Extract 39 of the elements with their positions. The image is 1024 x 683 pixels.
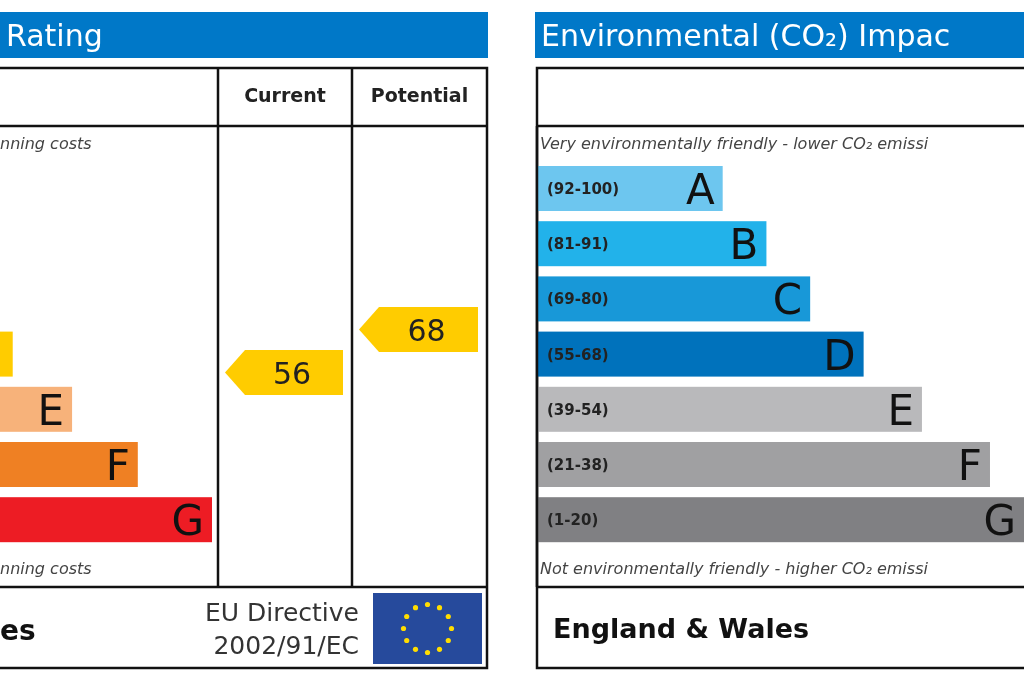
annotation: (1-20) <box>547 511 599 530</box>
annotation: (92-100) <box>547 180 620 198</box>
annotation: Not environmentally friendly - higher CO₂ emissi <box>540 559 929 578</box>
y-tick-label: E <box>37 385 65 435</box>
y-tick-label: G <box>171 496 204 546</box>
text: EU Directive 2002/91/EC <box>204 598 359 660</box>
bar <box>538 331 864 377</box>
text: nning costs <box>0 134 92 153</box>
category-label: Current <box>244 84 326 106</box>
y-tick-label: G <box>983 496 1016 546</box>
y-tick-label: D <box>823 330 856 380</box>
data-label: 68 <box>407 312 446 348</box>
bar <box>538 386 922 432</box>
bar <box>0 331 13 377</box>
y-tick-label: E <box>887 385 914 435</box>
bar <box>538 276 811 322</box>
bar <box>538 497 1024 543</box>
annotation: Very environmentally friendly - lower CO₂ emissi <box>540 134 929 153</box>
annotation: (69-80) <box>547 290 609 309</box>
text: es <box>0 614 36 647</box>
y-tick-label: B <box>729 220 759 270</box>
bar <box>538 442 990 487</box>
bar <box>538 221 767 267</box>
data-label: 56 <box>272 355 312 391</box>
y-tick-label: A <box>685 165 715 214</box>
text: nning costs <box>0 559 92 578</box>
text: England & Wales <box>553 613 810 644</box>
annotation: (21-38) <box>547 456 609 474</box>
bar <box>0 442 138 487</box>
annotation: (55-68) <box>547 345 609 364</box>
chart-title: Environmental (CO₂) Impac <box>541 18 951 53</box>
chart-title: Rating <box>6 18 103 53</box>
bar <box>0 497 212 543</box>
annotation: (39-54) <box>547 400 609 419</box>
annotation: (81-91) <box>547 235 609 254</box>
y-tick-label: F <box>957 441 982 490</box>
y-tick-label: F <box>105 441 130 490</box>
y-tick-label: C <box>772 275 803 325</box>
category-label: Potential <box>370 84 469 106</box>
